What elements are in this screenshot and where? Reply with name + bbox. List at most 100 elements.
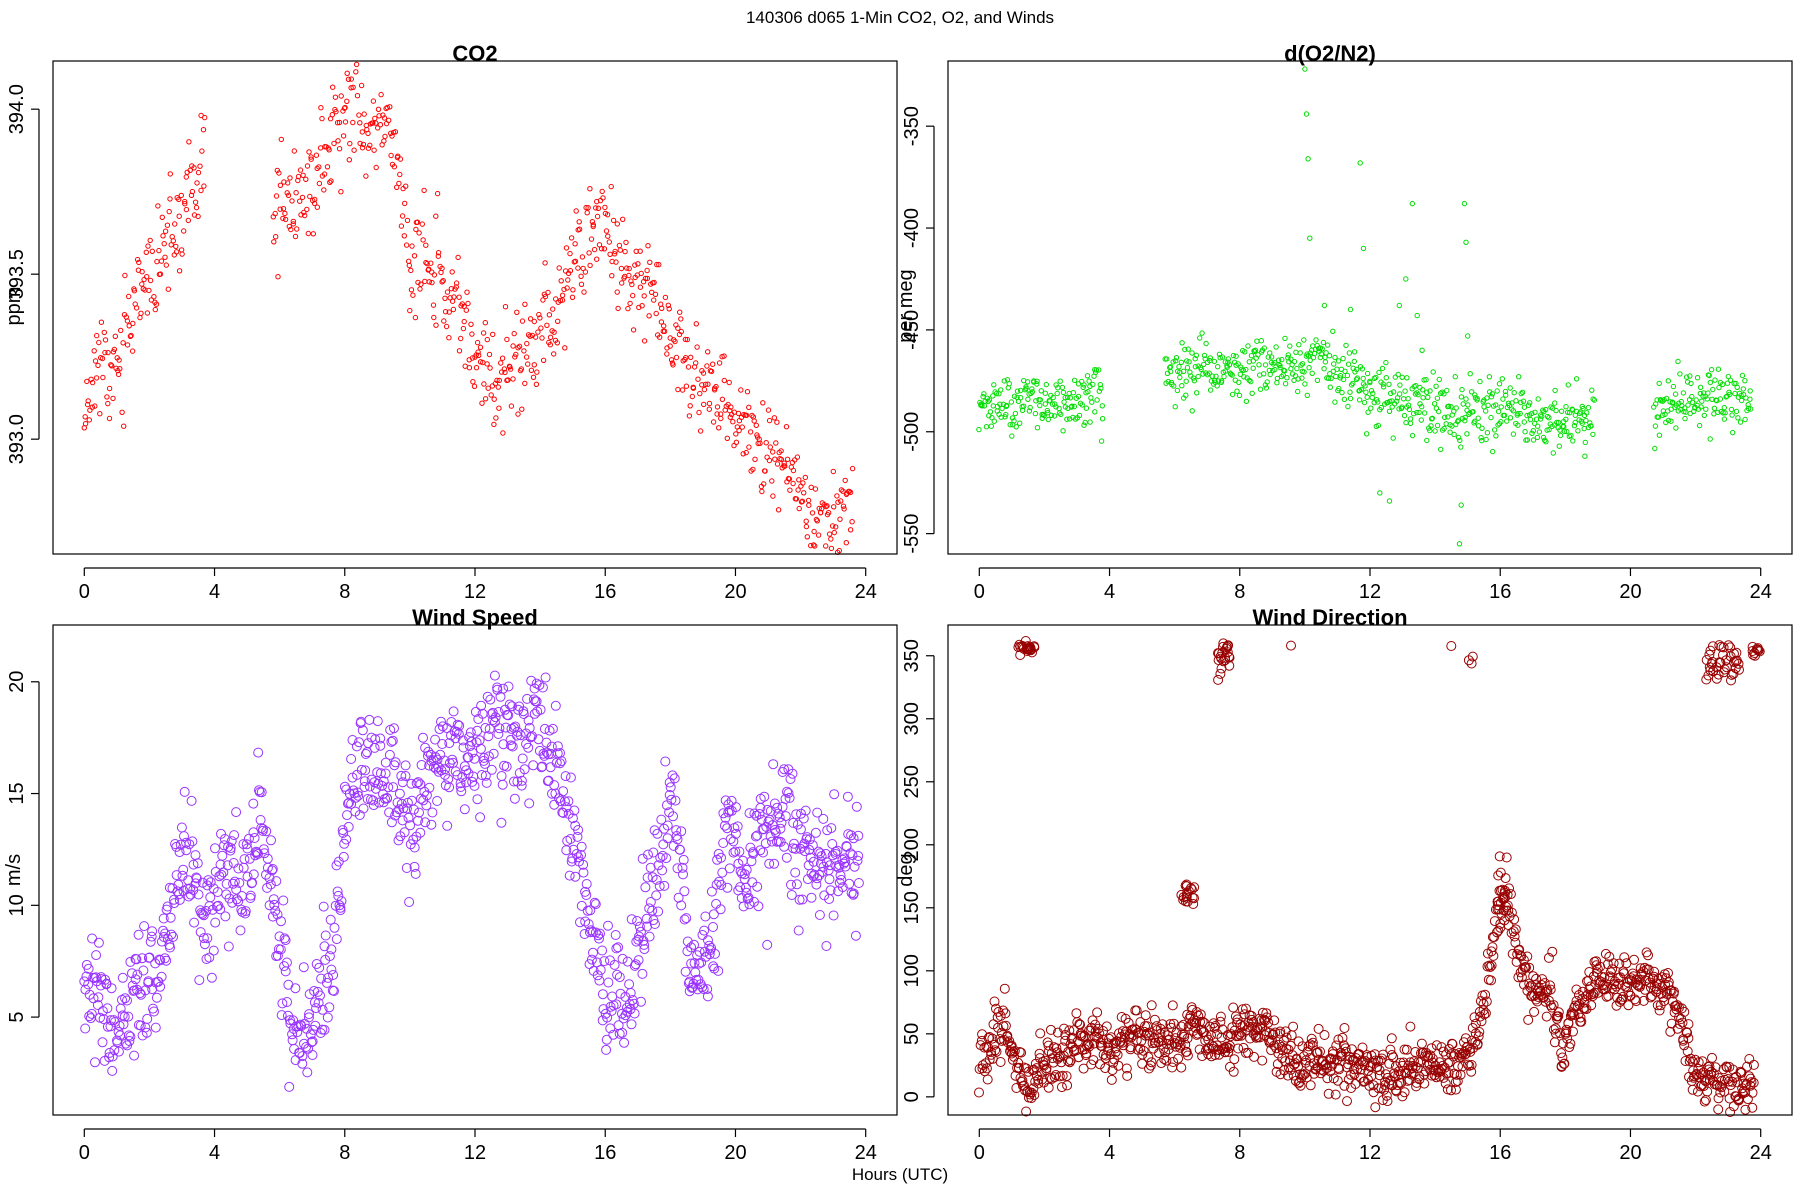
- wind-direction-data-point: [1337, 1032, 1348, 1043]
- wind-direction-data-point: [1547, 1002, 1557, 1013]
- co2-data-point: [431, 272, 438, 278]
- wind-speed-data-point: [661, 853, 672, 864]
- o2-data-point: [1688, 380, 1694, 387]
- wind-speed-data-point: [790, 867, 801, 878]
- co2-data-point: [812, 486, 819, 492]
- o2-data-point: [1680, 390, 1687, 396]
- co2-data-point: [728, 404, 734, 410]
- co2-data-point: [494, 377, 500, 383]
- wind-speed-data-point: [290, 983, 301, 994]
- wind-speed-data-point: [583, 919, 594, 930]
- co2-data-point: [646, 313, 652, 319]
- co2-data-point: [404, 217, 411, 224]
- wind-speed-data-point: [493, 729, 504, 739]
- o2-data-point: [1049, 401, 1056, 407]
- wind-speed-data-point: [467, 747, 478, 758]
- wind-direction-data-point: [993, 1022, 1003, 1033]
- wind-speed-data-point: [311, 1003, 322, 1014]
- wind-speed-data-point: [785, 774, 796, 784]
- wind-direction-data-point: [982, 1074, 993, 1085]
- wind-speed-data-point: [517, 753, 528, 764]
- wind-speed-data-point: [752, 830, 763, 841]
- wind-direction-data-point: [1059, 1023, 1069, 1034]
- co2-data-point: [430, 302, 437, 308]
- wind-direction-data-point: [1071, 1008, 1082, 1019]
- co2-data-point: [166, 208, 172, 215]
- co2-ylabel: ppm: [3, 287, 25, 326]
- wind-speed-data-point: [837, 882, 848, 893]
- wind-speed-data-point: [708, 909, 719, 920]
- co2-data-point: [594, 256, 600, 262]
- o2-data-point: [1094, 397, 1100, 403]
- co2-data-point: [849, 519, 855, 525]
- o2-data-point: [1469, 389, 1475, 395]
- co2-data-point: [394, 184, 400, 191]
- wind-direction-data-point: [1327, 1046, 1338, 1057]
- wind-direction-data-point: [1269, 1040, 1280, 1051]
- wind-direction-data-point: [1514, 944, 1525, 955]
- o2-data-point: [1748, 406, 1754, 412]
- wind-direction-data-point: [1045, 1024, 1056, 1035]
- co2-data-point: [329, 112, 335, 118]
- o2-x-tick-label: 8: [1234, 581, 1245, 603]
- wind-speed-data-point: [176, 822, 187, 833]
- wind-direction-data-point: [1607, 964, 1618, 975]
- wind-speed-data-point: [171, 870, 182, 881]
- wind-direction-data-point: [1700, 1076, 1711, 1087]
- co2-data-point: [89, 404, 96, 410]
- o2-data-point: [1407, 420, 1414, 426]
- o2-data-point: [1456, 541, 1463, 547]
- o2-data-point: [1669, 399, 1676, 405]
- o2-data-point: [1322, 359, 1329, 365]
- wind-speed-data-point: [188, 859, 199, 870]
- o2-data-point: [1390, 435, 1396, 441]
- wind-speed-data-point: [174, 847, 185, 858]
- co2-data-point: [194, 180, 200, 186]
- co2-data-point: [465, 300, 471, 307]
- o2-data-point: [1517, 410, 1523, 417]
- wind-speed-data-point: [852, 855, 863, 866]
- wind-speed-data-point: [657, 865, 668, 876]
- wind-speed-data-point: [786, 890, 797, 900]
- co2-data-point: [152, 306, 159, 313]
- co2-data-point: [170, 238, 177, 244]
- co2-data-point: [657, 334, 663, 340]
- wind-speed-data-point: [331, 934, 342, 945]
- wind-speed-data-point: [466, 736, 477, 747]
- o2-data-point: [1510, 408, 1517, 414]
- co2-data-point: [357, 140, 363, 147]
- co2-data-point: [513, 351, 519, 358]
- o2-data-point: [1023, 385, 1029, 392]
- o2-data-point: [1582, 453, 1588, 459]
- co2-data-point: [373, 164, 379, 171]
- co2-data-point: [347, 140, 353, 147]
- co2-data-point: [601, 246, 608, 252]
- wind-speed-data-point: [314, 962, 325, 973]
- co2-data-point: [354, 93, 361, 99]
- wind-direction-data-point: [1054, 1052, 1065, 1063]
- o2-data-point: [1282, 381, 1289, 387]
- wind-direction-data-point: [1209, 1022, 1220, 1033]
- o2-data-point: [1086, 378, 1092, 384]
- co2-data-point: [661, 328, 668, 334]
- wind-speed-data-point: [241, 839, 252, 850]
- wind-speed-data-point: [218, 867, 229, 878]
- wind-speed-data-point: [141, 1027, 152, 1038]
- co2-data-point: [782, 463, 788, 469]
- wind-speed-data-point: [346, 754, 357, 764]
- co2-data-point: [678, 316, 684, 322]
- o2-data-point: [1272, 360, 1278, 366]
- wind-speed-ylabel: m/s: [3, 854, 25, 886]
- o2-data-point: [1263, 385, 1270, 391]
- wind-direction-data-point: [1101, 1021, 1112, 1032]
- wind-speed-data-point: [297, 1051, 308, 1062]
- wind-speed-data-point: [651, 874, 662, 885]
- co2-data-point: [682, 336, 689, 343]
- wind-direction-data-point: [1100, 1063, 1111, 1074]
- o2-data-point: [1738, 392, 1744, 399]
- o2-data-point: [1295, 376, 1301, 382]
- wind-direction-data-point: [1623, 1000, 1634, 1011]
- wind-direction-data-point: [989, 996, 1000, 1007]
- co2-data-point: [836, 547, 842, 554]
- wind-speed-data-point: [808, 856, 819, 867]
